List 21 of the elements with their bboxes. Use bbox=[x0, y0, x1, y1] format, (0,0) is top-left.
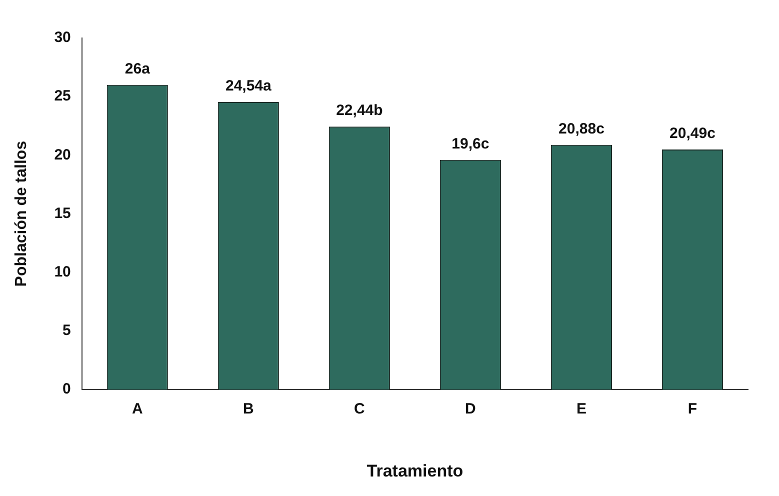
data-label: 19,6c bbox=[452, 136, 490, 153]
x-tick-label: E bbox=[576, 400, 586, 418]
data-label: 26a bbox=[124, 60, 151, 78]
y-tick-label: 0 bbox=[62, 380, 71, 398]
y-tick-label: 10 bbox=[54, 264, 71, 281]
data-label: 20,88c bbox=[558, 120, 604, 138]
x-tick-label: A bbox=[132, 400, 143, 418]
y-tick-label: 20 bbox=[54, 146, 71, 164]
x-tick-label: B bbox=[242, 400, 254, 418]
data-label: 24,54a bbox=[225, 78, 272, 95]
x-tick-label: C bbox=[354, 400, 366, 418]
data-label: 20,49c bbox=[670, 125, 716, 142]
data-label: 22,44b bbox=[336, 102, 383, 120]
y-tick-label: 15 bbox=[54, 204, 71, 222]
y-tick-label: 30 bbox=[54, 29, 71, 46]
y-axis-title: Población de tallos bbox=[13, 140, 30, 287]
x-tick-label: F bbox=[688, 400, 698, 418]
x-axis-title: Tratamiento bbox=[366, 461, 464, 480]
y-tick-label: 25 bbox=[54, 88, 71, 105]
x-tick-label: D bbox=[465, 400, 476, 418]
y-tick-label: 5 bbox=[62, 322, 71, 340]
